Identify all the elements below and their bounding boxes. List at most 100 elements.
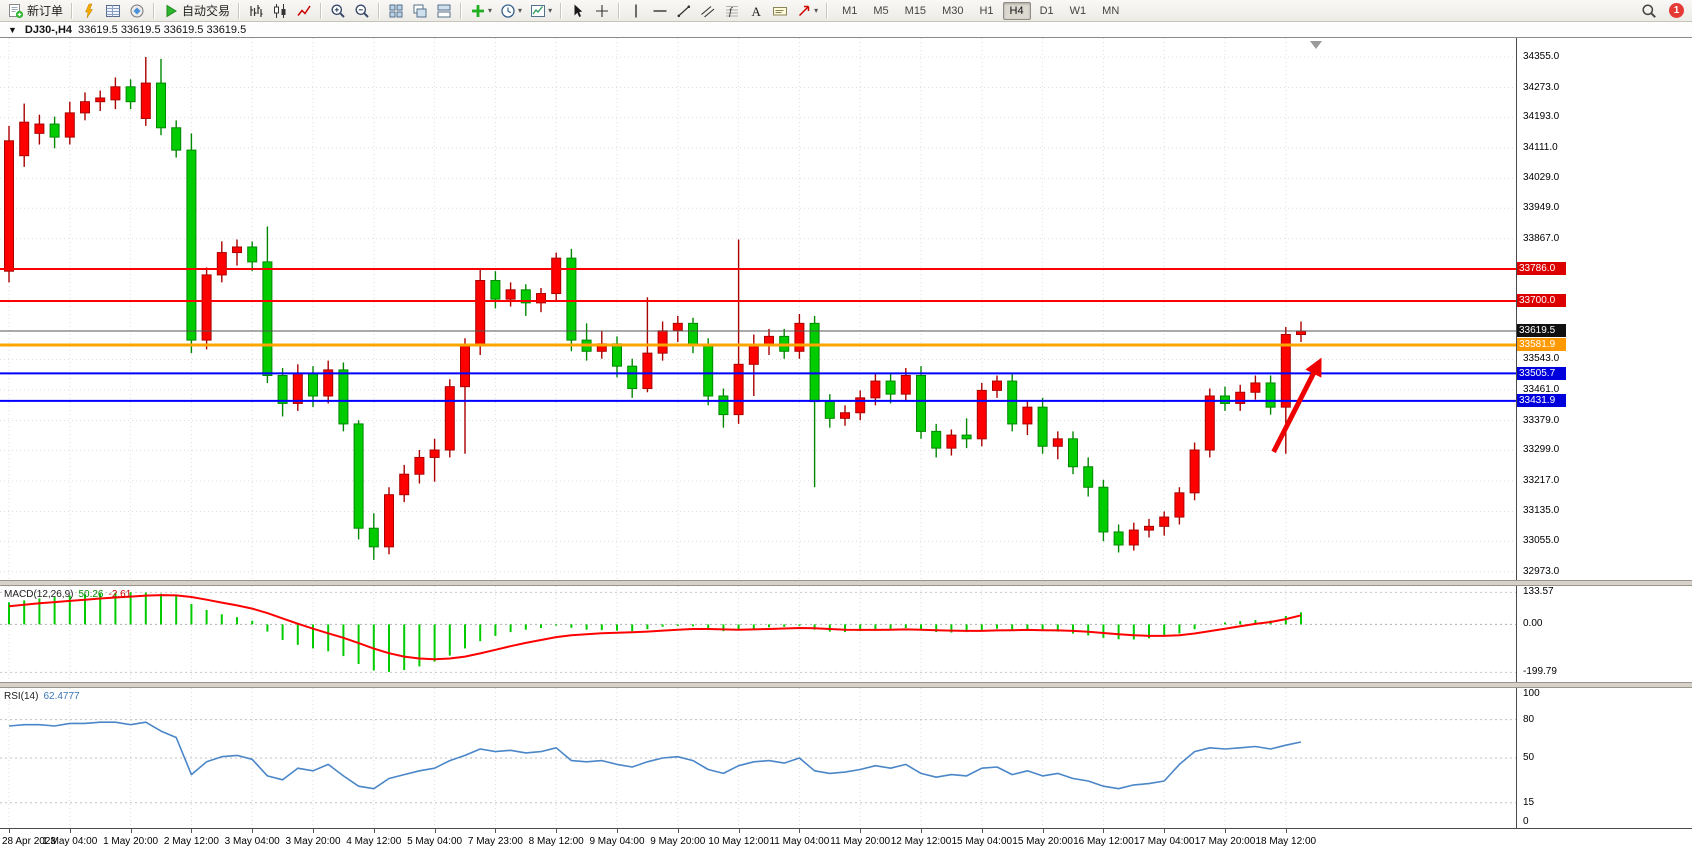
rsi-scale-label: 80: [1523, 713, 1535, 725]
cursor-button[interactable]: [566, 0, 590, 22]
horizontal-line-button[interactable]: [648, 0, 672, 22]
toolbar-separator: [238, 2, 241, 19]
chart-shift-marker[interactable]: [1310, 41, 1322, 49]
dropdown-caret-icon[interactable]: ▾: [518, 6, 523, 15]
tile-horizontal-button[interactable]: [432, 0, 456, 22]
time-axis-label: 1 May 20:00: [103, 836, 159, 847]
rsi-scale-label: 50: [1523, 752, 1535, 763]
text-label-button[interactable]: [768, 0, 792, 22]
timeframe-m5[interactable]: M5: [873, 4, 889, 17]
time-axis-label: 4 May 12:00: [346, 836, 402, 847]
price-scale-label: 33543.0: [1523, 353, 1560, 365]
channel-button[interactable]: [696, 0, 720, 22]
zoom-out-button[interactable]: [350, 0, 374, 22]
text-button[interactable]: A: [744, 0, 768, 22]
data-window-button[interactable]: [101, 0, 125, 22]
timeframe-w1[interactable]: W1: [1069, 4, 1087, 17]
market-watch-button[interactable]: [77, 0, 101, 22]
crosshair-button[interactable]: [590, 0, 614, 22]
line-chart-button[interactable]: [292, 0, 316, 22]
one-click-trading-toggle[interactable]: ▼: [8, 24, 17, 35]
macd-indicator-canvas[interactable]: [0, 586, 1516, 682]
candle: [490, 271, 501, 309]
timeframe-h1[interactable]: H1: [979, 4, 994, 17]
candlestick-icon: [272, 3, 288, 19]
candle: [916, 366, 926, 439]
price-scale-label: 33217.0: [1523, 474, 1560, 486]
chart-window-title: ▼ DJ30-,H4 33619.5 33619.5 33619.5 33619…: [0, 22, 1692, 38]
price-scale-column[interactable]: 34355.0 34273.0 34193.0 34111.0 34029.0 33949…: [1516, 38, 1692, 828]
panel-separator[interactable]: [0, 682, 1692, 688]
templates-icon: [530, 3, 546, 19]
time-tick: [191, 829, 193, 833]
timeframe-switcher: M1 M5 M15 M30 H1 H4 D1 W1 MN: [834, 1, 1127, 20]
price-scale-label: 33055.0: [1523, 535, 1560, 547]
time-tick: [1042, 829, 1044, 833]
candle: [855, 390, 866, 421]
toolbar-separator: [826, 2, 829, 19]
autotrading-icon: [163, 3, 179, 19]
rsi-scale-label: 0: [1523, 816, 1529, 827]
periods-button[interactable]: ▾: [496, 0, 526, 22]
price-scale-label: 34111.0: [1523, 141, 1558, 153]
candle: [34, 114, 45, 145]
candle: [201, 267, 212, 350]
time-axis[interactable]: 28 Apr 2023 1 May 04:00 1 May 20:00 2 May 1…: [0, 828, 1692, 857]
candle: [216, 241, 227, 283]
candle: [95, 90, 106, 112]
timeframe-m1[interactable]: M1: [842, 4, 858, 17]
timeframe-m30[interactable]: M30: [942, 4, 964, 17]
dropdown-caret-icon[interactable]: ▾: [814, 6, 819, 15]
price-tag: 33505.7: [1516, 366, 1566, 380]
vertical-line-button[interactable]: [624, 0, 648, 22]
rsi-indicator-canvas[interactable]: [0, 688, 1516, 828]
macd-scale-label: 133.57: [1523, 586, 1554, 598]
time-tick: [981, 829, 983, 833]
autotrading-button-label: 自动交易: [182, 4, 231, 18]
candle: [186, 133, 197, 354]
price-tag: 33786.0: [1516, 262, 1566, 276]
zoom-in-button[interactable]: [326, 0, 350, 22]
time-tick: [617, 829, 618, 833]
indicators-button[interactable]: ▾: [466, 0, 496, 22]
trendline-button[interactable]: [672, 0, 696, 22]
rsi-line: [8, 721, 1302, 790]
price-chart-canvas[interactable]: [0, 38, 1516, 580]
bar-chart-button[interactable]: [244, 0, 268, 22]
timeframe-mn[interactable]: MN: [1102, 4, 1120, 17]
autotrading-button[interactable]: 自动交易: [159, 0, 234, 22]
new-order-button[interactable]: 新订单: [4, 0, 67, 22]
cascade-windows-button[interactable]: [408, 0, 432, 22]
timeframe-d1[interactable]: D1: [1039, 4, 1054, 17]
candle: [80, 92, 90, 121]
notification-badge[interactable]: 1: [1669, 3, 1684, 18]
navigator-button[interactable]: [125, 0, 149, 22]
dropdown-caret-icon[interactable]: ▾: [548, 6, 553, 15]
templates-button[interactable]: ▾: [526, 0, 556, 22]
time-tick: [556, 829, 558, 833]
candle: [323, 360, 334, 404]
timeframe-m15[interactable]: M15: [904, 4, 927, 17]
dropdown-caret-icon[interactable]: ▾: [488, 6, 493, 15]
timeframe-h4[interactable]: H4: [1002, 1, 1031, 20]
vline-icon: [628, 3, 644, 19]
price-scale-label: 34193.0: [1523, 111, 1560, 123]
candlestick-chart-button[interactable]: [268, 0, 292, 22]
candle: [475, 269, 486, 356]
fibonacci-button[interactable]: f: [720, 0, 744, 22]
candle: [976, 382, 987, 447]
search-button[interactable]: [1637, 0, 1661, 22]
periods-icon: [500, 3, 516, 19]
macd-main-value: 50.26: [78, 589, 104, 600]
candle: [399, 464, 410, 503]
tile-windows-button[interactable]: [384, 0, 408, 22]
price-scale-label: 33299.0: [1523, 444, 1560, 456]
panel-separator[interactable]: [0, 580, 1692, 586]
rsi-value: 62.4777: [43, 691, 80, 702]
toolbar-separator: [320, 2, 323, 19]
arrows-button[interactable]: ▾: [792, 0, 822, 22]
trend-arrow-annotation[interactable]: [1271, 357, 1322, 453]
candle: [1265, 375, 1276, 415]
time-axis-label: 12 May 12:00: [890, 836, 952, 847]
